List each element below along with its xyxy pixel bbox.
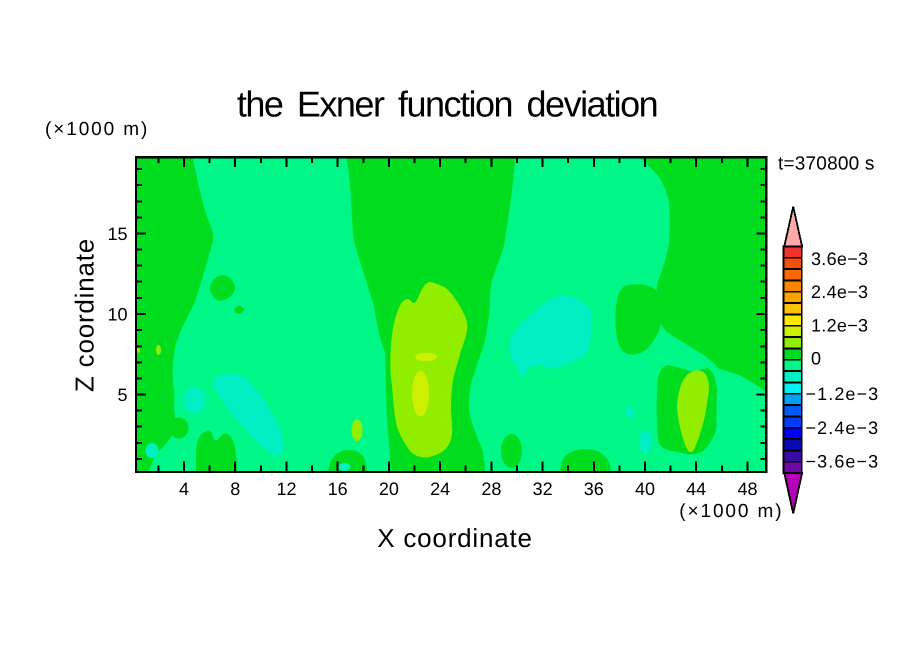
svg-text:36: 36 (584, 479, 604, 499)
svg-text:3.6e−3: 3.6e−3 (811, 249, 868, 269)
svg-text:48: 48 (737, 479, 757, 499)
svg-text:44: 44 (686, 479, 706, 499)
svg-text:−3.6e−3: −3.6e−3 (806, 452, 880, 472)
svg-text:the Exner function deviation: the Exner function deviation (237, 84, 657, 125)
svg-text:X coordinate: X coordinate (377, 523, 533, 553)
svg-text:28: 28 (481, 479, 501, 499)
svg-text:32: 32 (533, 479, 553, 499)
svg-text:−2.4e−3: −2.4e−3 (806, 418, 880, 438)
svg-text:Z coordinate: Z coordinate (70, 238, 100, 392)
svg-text:(×1000 m): (×1000 m) (679, 501, 783, 522)
svg-text:(×1000 m): (×1000 m) (45, 119, 149, 140)
svg-text:4: 4 (179, 479, 189, 499)
svg-text:16: 16 (328, 479, 348, 499)
svg-text:12: 12 (276, 479, 296, 499)
svg-text:5: 5 (117, 385, 127, 405)
svg-text:1.2e−3: 1.2e−3 (811, 316, 868, 336)
svg-text:0: 0 (811, 349, 821, 369)
svg-text:10: 10 (107, 305, 127, 325)
svg-text:8: 8 (230, 479, 240, 499)
svg-text:2.4e−3: 2.4e−3 (811, 282, 868, 302)
svg-text:24: 24 (430, 479, 450, 499)
svg-text:20: 20 (379, 479, 399, 499)
svg-text:40: 40 (635, 479, 655, 499)
svg-text:t=370800 s: t=370800 s (778, 154, 875, 175)
svg-text:15: 15 (107, 224, 127, 244)
svg-text:−1.2e−3: −1.2e−3 (806, 384, 880, 404)
